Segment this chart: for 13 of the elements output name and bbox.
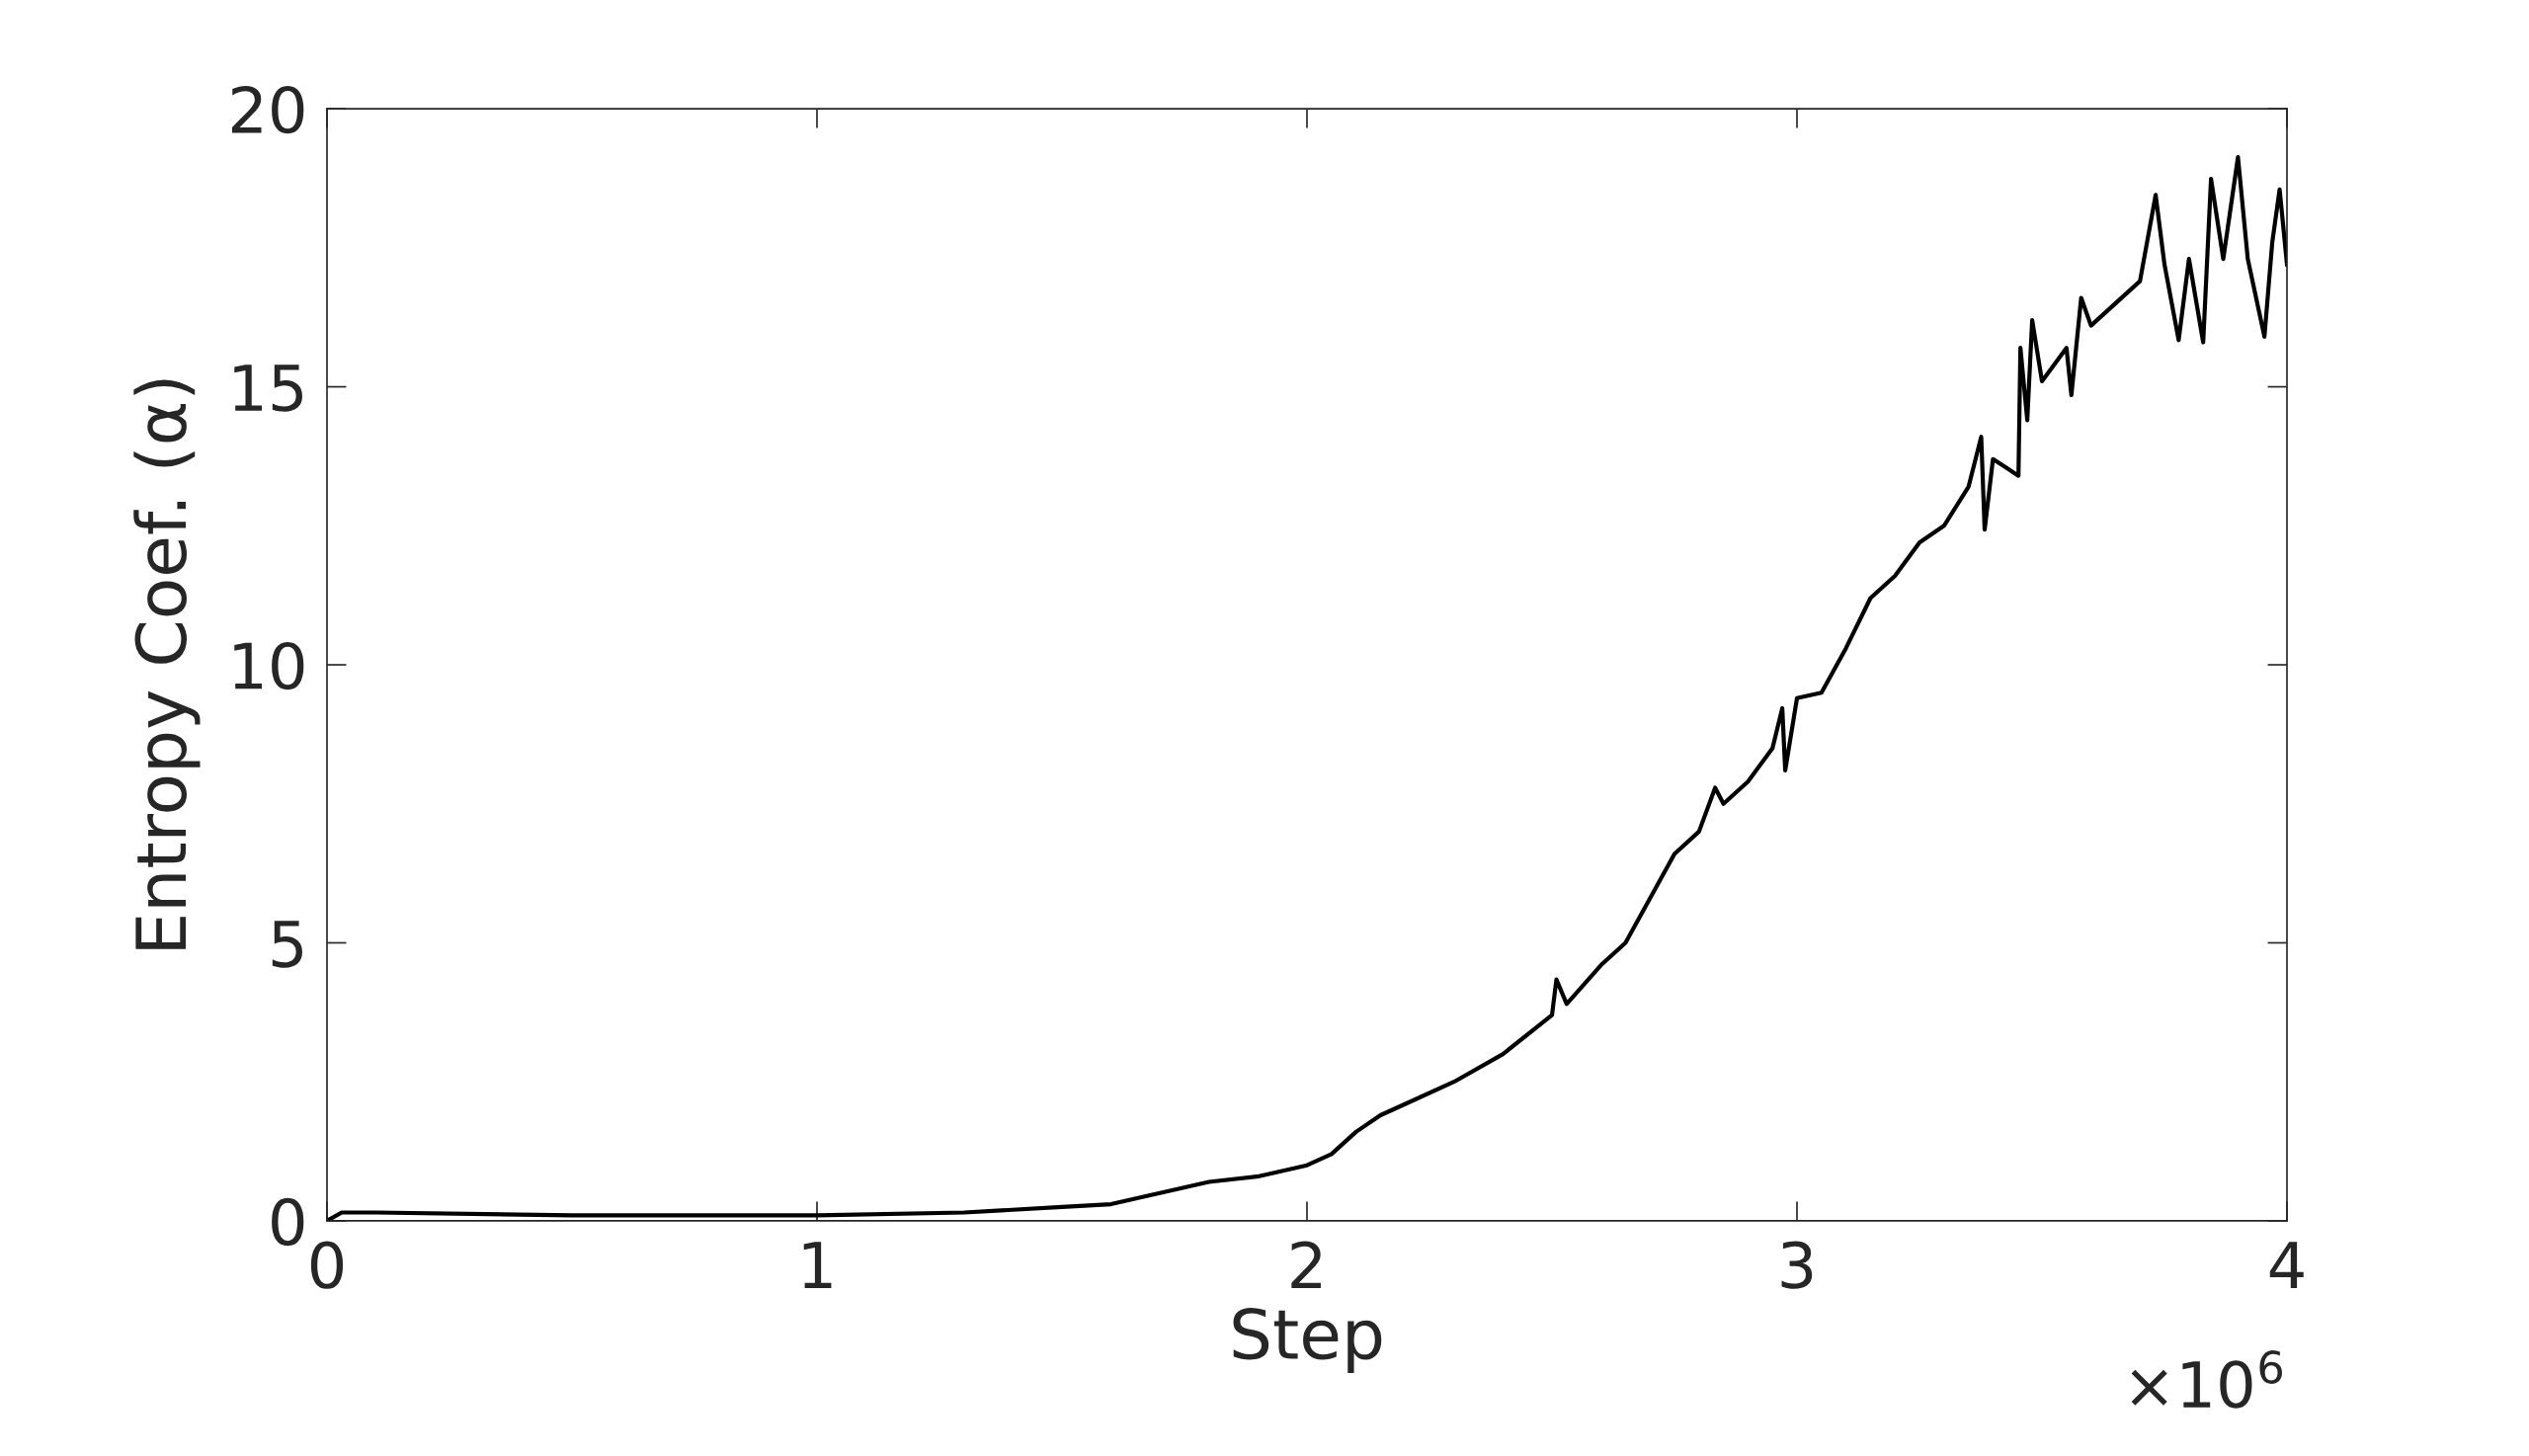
x-tick-label: 1: [803, 1242, 832, 1288]
y-axis-title: Entropy Coef. (α): [133, 379, 201, 949]
x-tick-label: 0: [310, 1241, 344, 1289]
y-tick-label: 0: [272, 1197, 304, 1247]
x-axis-title: Step: [1233, 1308, 1382, 1373]
x-tick-label: 2: [1291, 1241, 1321, 1288]
x-tick-label: 4: [2269, 1242, 2304, 1288]
y-tick-label: 20: [231, 85, 304, 134]
y-tick-label: 15: [234, 364, 302, 412]
text: ×10$^{6}$: [2131, 1350, 2282, 1409]
y-tick-label: 10: [234, 641, 304, 690]
x-tick-label: 3: [1781, 1241, 1813, 1289]
y-tick-label: 5: [272, 921, 302, 968]
